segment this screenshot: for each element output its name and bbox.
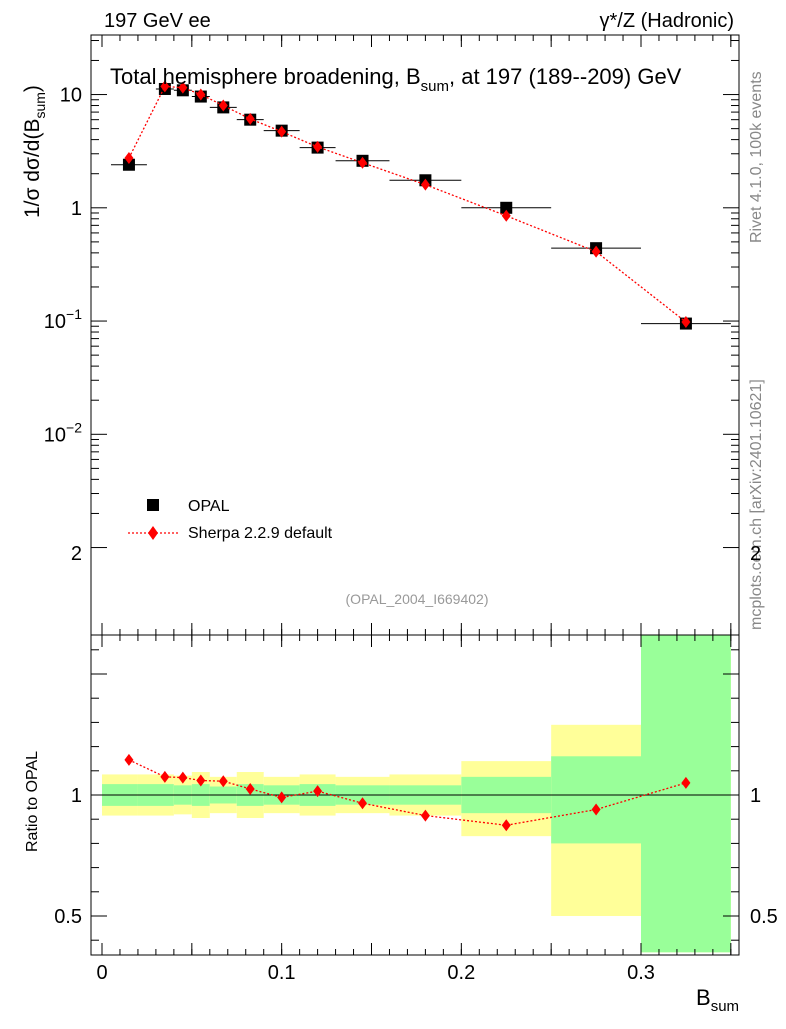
sherpa-point-5 bbox=[245, 112, 255, 125]
ratio-y-tick-label-right-1: 1 bbox=[750, 785, 761, 807]
ratio-sherpa-point-0 bbox=[124, 753, 134, 766]
ratio-y-tick-label-right-0: 0.5 bbox=[750, 906, 778, 928]
ratio-sherpa-point-6 bbox=[277, 791, 287, 804]
sherpa-point-1 bbox=[160, 80, 170, 93]
mcplots-credit-label: mcplots.cern.ch [arXiv:2401.10621] bbox=[748, 379, 765, 630]
ratio-sherpa-point-11 bbox=[591, 803, 601, 816]
sherpa-point-7 bbox=[313, 140, 323, 153]
ratio-y-tick-label-right-2: 2 bbox=[750, 543, 761, 565]
legend-label-opal: OPAL bbox=[188, 498, 230, 515]
ratio-band-inner-12 bbox=[641, 635, 731, 953]
opal-point-10 bbox=[500, 201, 513, 214]
chart-title: Total hemisphere broadening, Bsum, at 19… bbox=[110, 64, 682, 95]
ratio-plot-frame bbox=[90, 634, 740, 956]
ratio-sherpa-point-9 bbox=[420, 809, 430, 822]
x-tick-label-3: 0.3 bbox=[627, 962, 655, 984]
x-tick-label-0: 0 bbox=[96, 962, 107, 984]
sherpa-point-6 bbox=[277, 125, 287, 138]
analysis-tag: (OPAL_2004_I669402) bbox=[346, 591, 489, 607]
legend-label-sherpa: Sherpa 2.2.9 default bbox=[188, 525, 333, 542]
legend: OPAL Sherpa 2.2.9 default bbox=[128, 498, 333, 542]
x-tick-label-1: 0.1 bbox=[268, 962, 296, 984]
main-y-tick-label-0: 10−2 bbox=[44, 419, 82, 446]
sherpa-point-8 bbox=[358, 156, 368, 169]
ratio-y-tick-label-0: 0.5 bbox=[54, 906, 82, 928]
header-energy-label: 197 GeV ee bbox=[104, 10, 211, 32]
main-y-tick-label-1: 10−1 bbox=[44, 306, 82, 333]
x-axis-label: Bsum bbox=[696, 985, 739, 1015]
ratio-sherpa-point-7 bbox=[313, 785, 323, 798]
main-y-tick-label-2: 1 bbox=[71, 198, 82, 220]
ratio-y-tick-label-1: 1 bbox=[71, 785, 82, 807]
ratio-y-axis-label: Ratio to OPAL bbox=[24, 751, 41, 852]
ratio-band-inner-11 bbox=[551, 756, 641, 844]
main-y-axis-label: 1/σ dσ/d(Bsum) bbox=[21, 85, 48, 218]
legend-marker-sherpa bbox=[148, 526, 158, 540]
ratio-sherpa-point-8 bbox=[358, 797, 368, 810]
ratio-y-tick-label-2: 2 bbox=[71, 543, 82, 565]
ratio-sherpa-point-3 bbox=[196, 774, 206, 787]
main-y-tick-label-3: 10 bbox=[60, 85, 82, 107]
sherpa-point-2 bbox=[178, 81, 188, 94]
ratio-sherpa-point-4 bbox=[218, 775, 228, 788]
ratio-sherpa-point-10 bbox=[501, 819, 511, 832]
sherpa-point-9 bbox=[420, 178, 430, 191]
ratio-sherpa-point-1 bbox=[160, 770, 170, 783]
ratio-sherpa-point-5 bbox=[245, 782, 255, 795]
sherpa-point-10 bbox=[501, 209, 511, 222]
sherpa-point-12 bbox=[681, 316, 691, 329]
ratio-sherpa-point-12 bbox=[681, 776, 691, 789]
sherpa-point-0 bbox=[124, 152, 134, 165]
ratio-plot: 0 0.1 0.2 0.3 0.5 0.5 1 1 2 2 bbox=[54, 543, 778, 984]
main-plot: 10−210−1110102 bbox=[44, 35, 739, 635]
sherpa-point-4 bbox=[218, 99, 228, 112]
sherpa-point-3 bbox=[196, 88, 206, 101]
sherpa-point-11 bbox=[591, 245, 601, 258]
x-tick-label-2: 0.2 bbox=[447, 962, 475, 984]
ratio-sherpa-point-2 bbox=[178, 771, 188, 784]
header-process-label: γ*/Z (Hadronic) bbox=[600, 10, 734, 32]
rivet-version-label: Rivet 4.1.0, 100k events bbox=[748, 71, 765, 243]
opal-point-0 bbox=[122, 158, 135, 171]
legend-marker-opal bbox=[147, 499, 159, 511]
